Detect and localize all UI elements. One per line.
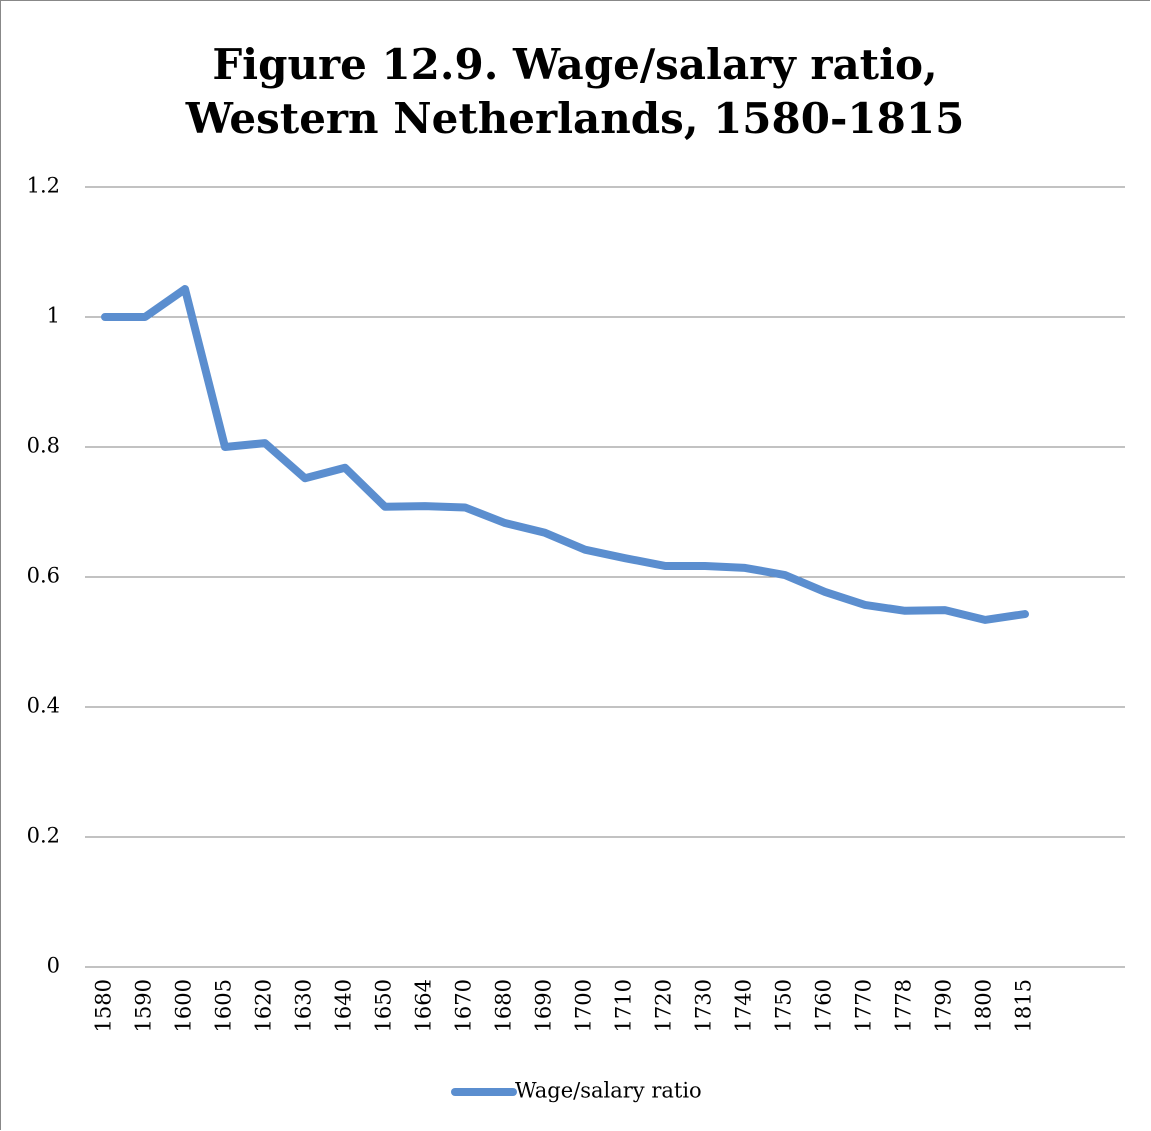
x-tick-label: 1800 — [972, 979, 996, 1032]
x-tick-label: 1630 — [292, 979, 316, 1032]
x-tick-label: 1590 — [132, 979, 156, 1032]
x-tick-label: 1600 — [172, 979, 196, 1032]
x-tick-label: 1670 — [452, 979, 476, 1032]
x-tick-label: 1710 — [612, 979, 636, 1032]
x-tick-label: 1770 — [852, 979, 876, 1032]
legend-label: Wage/salary ratio — [515, 1079, 702, 1103]
x-tick-label: 1700 — [572, 979, 596, 1032]
x-tick-label: 1580 — [92, 979, 116, 1032]
x-tick-label: 1760 — [812, 979, 836, 1032]
y-tick-label: 0.2 — [27, 824, 60, 848]
x-tick-label: 1778 — [892, 979, 916, 1032]
x-tick-label: 1690 — [532, 979, 556, 1032]
x-tick-label: 1664 — [412, 979, 436, 1032]
y-tick-label: 0 — [47, 954, 60, 978]
y-tick-label: 1 — [47, 304, 60, 328]
x-tick-label: 1750 — [772, 979, 796, 1032]
x-tick-label: 1740 — [732, 979, 756, 1032]
x-tick-label: 1620 — [252, 979, 276, 1032]
y-tick-label: 0.4 — [27, 694, 60, 718]
y-tick-label: 0.8 — [27, 434, 60, 458]
x-tick-label: 1730 — [692, 979, 716, 1032]
x-tick-label: 1650 — [372, 979, 396, 1032]
x-tick-label: 1815 — [1012, 979, 1036, 1032]
x-tick-label: 1790 — [932, 979, 956, 1032]
x-tick-label: 1680 — [492, 979, 516, 1032]
x-tick-label: 1605 — [212, 979, 236, 1032]
chart-title: Figure 12.9. Wage/salary ratio, Western … — [185, 40, 965, 143]
y-tick-label: 1.2 — [27, 174, 60, 198]
x-tick-label: 1720 — [652, 979, 676, 1032]
data-line — [101, 285, 1029, 624]
x-tick-label: 1640 — [332, 979, 356, 1032]
y-tick-label: 0.6 — [27, 564, 60, 588]
